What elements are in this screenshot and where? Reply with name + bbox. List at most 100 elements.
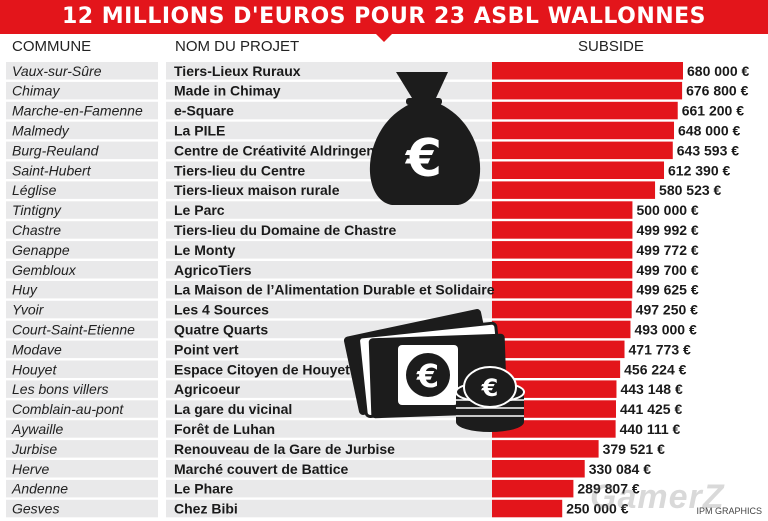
row-commune-bg [6, 261, 158, 279]
value-label: 499 992 € [636, 222, 698, 238]
commune-label: Herve [12, 461, 50, 477]
commune-label: Léglise [12, 182, 57, 198]
row-projet-bg [166, 420, 492, 438]
project-label: Espace Citoyen de Houyet [174, 361, 350, 377]
commune-label: Malmedy [12, 122, 70, 138]
commune-label: Jurbise [11, 441, 57, 457]
bar [492, 161, 665, 179]
bar [492, 460, 585, 478]
commune-label: Vaux-sur-Sûre [12, 63, 102, 79]
project-label: Tiers-lieu du Centre [174, 162, 305, 178]
commune-label: Andenne [11, 481, 68, 497]
row-commune-bg [6, 420, 158, 438]
project-label: Made in Chimay [174, 83, 281, 99]
row-commune-bg [6, 440, 158, 458]
commune-label: Court-Saint-Etienne [12, 321, 135, 337]
value-label: 379 521 € [603, 441, 665, 457]
value-label: 493 000 € [634, 321, 696, 337]
value-label: 648 000 € [678, 122, 740, 138]
value-label: 499 625 € [636, 282, 698, 298]
row-projet-bg [166, 300, 492, 319]
row-projet-bg [166, 280, 492, 299]
project-label: Le Parc [174, 202, 225, 218]
bar [492, 280, 633, 299]
project-label: Point vert [174, 341, 239, 357]
value-label: 500 000 € [636, 202, 698, 218]
row-projet-bg [166, 221, 492, 239]
commune-label: Modave [12, 341, 62, 357]
row-commune-bg [6, 221, 158, 239]
bar [492, 479, 574, 498]
commune-label: Chimay [12, 83, 60, 99]
commune-label: Comblain-au-pont [12, 401, 124, 417]
commune-label: Genappe [12, 242, 70, 258]
value-label: 330 084 € [589, 461, 651, 477]
bar [492, 320, 631, 339]
project-label: Le Monty [174, 242, 236, 258]
value-label: 580 523 € [659, 182, 721, 198]
svg-text:€: € [416, 357, 439, 395]
value-label: 250 000 € [566, 501, 628, 517]
bar [492, 141, 673, 160]
commune-label: Tintigny [12, 202, 62, 218]
project-label: La gare du vicinal [174, 401, 292, 417]
credit: IPM GRAPHICS [696, 506, 762, 516]
bar [492, 201, 633, 219]
value-label: 441 425 € [620, 401, 682, 417]
row-projet-bg [166, 479, 492, 498]
value-label: 499 700 € [636, 262, 698, 278]
row-commune-bg [6, 340, 158, 359]
project-label: Chez Bibi [174, 501, 238, 517]
row-commune-bg [6, 400, 158, 418]
row-commune-bg [6, 201, 158, 219]
commune-label: Chastre [12, 222, 61, 238]
commune-label: Huy [12, 282, 38, 298]
money-bag-euro-icon: € [369, 72, 481, 205]
project-label: La PILE [174, 122, 225, 138]
value-label: 289 807 € [577, 481, 639, 497]
bar [492, 300, 632, 319]
row-commune-bg [6, 161, 158, 179]
row-projet-bg [166, 440, 492, 458]
value-label: 497 250 € [636, 302, 698, 318]
row-commune-bg [6, 141, 158, 160]
bar [492, 81, 683, 100]
row-commune-bg [6, 320, 158, 339]
project-label: Forêt de Luhan [174, 421, 275, 437]
row-commune-bg [6, 280, 158, 299]
commune-label: Houyet [12, 361, 57, 377]
project-label: e-Square [174, 103, 234, 119]
header-projet: NOM DU PROJET [175, 38, 300, 55]
commune-label: Burg-Reuland [12, 142, 100, 158]
value-label: 443 148 € [620, 381, 682, 397]
project-label: Tiers-lieux maison rurale [174, 182, 340, 198]
project-label: Les 4 Sources [174, 302, 269, 318]
svg-text:€: € [481, 374, 499, 402]
row-projet-bg [166, 201, 492, 219]
row-commune-bg [6, 62, 158, 80]
row-commune-bg [6, 380, 158, 398]
commune-label: Marche-en-Famenne [12, 103, 143, 119]
project-label: Marché couvert de Battice [174, 461, 348, 477]
commune-label: Aywaille [11, 421, 63, 437]
project-label: La Maison de l’Alimentation Durable et S… [174, 282, 495, 298]
bar [492, 181, 656, 199]
banknotes-coins-euro-icon: € € [343, 309, 525, 432]
bar [492, 261, 633, 279]
commune-label: Gembloux [12, 262, 77, 278]
row-commune-bg [6, 181, 158, 199]
bar [492, 121, 675, 140]
project-label: Renouveau de la Gare de Jurbise [174, 441, 395, 457]
bar [492, 420, 616, 438]
project-label: Centre de Créativité Aldringen [174, 142, 375, 158]
row-commune-bg [6, 360, 158, 378]
row-commune-bg [6, 479, 158, 498]
value-label: 612 390 € [668, 162, 730, 178]
bar [492, 340, 625, 359]
row-projet-bg [166, 261, 492, 279]
row-commune-bg [6, 81, 158, 100]
chart-title: 12 MILLIONS D'EUROS POUR 23 ASBL WALLONN… [61, 4, 707, 29]
row-commune-bg [6, 121, 158, 140]
row-commune-bg [6, 499, 158, 518]
title-notch [376, 34, 392, 42]
